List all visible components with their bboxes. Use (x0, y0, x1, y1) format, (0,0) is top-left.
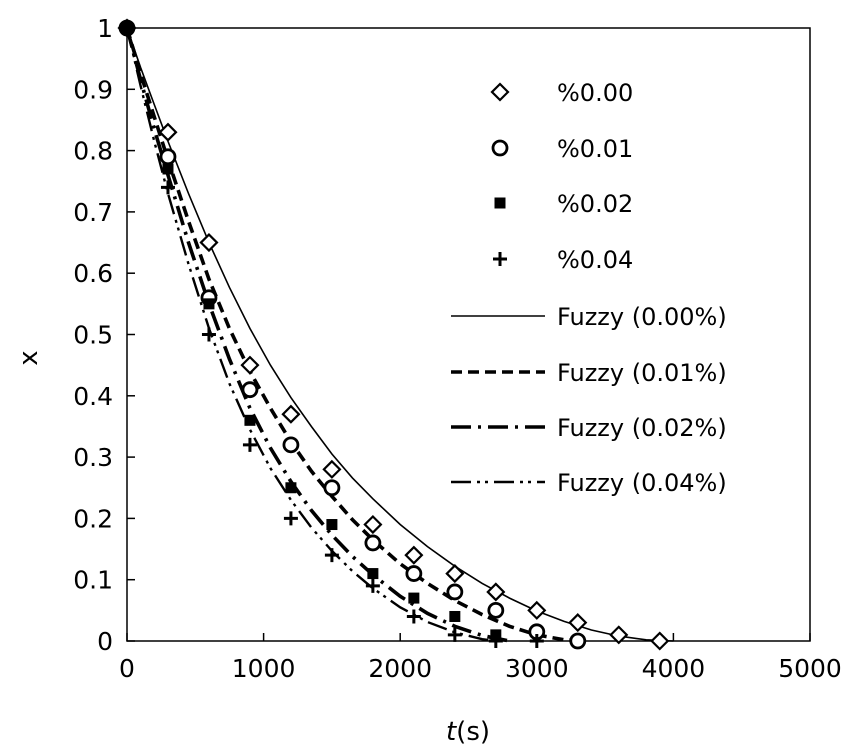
data-point-0 (568, 613, 588, 633)
fit-line-0 (126, 27, 674, 642)
data-point-3 (447, 627, 462, 642)
data-point-0 (322, 459, 342, 479)
fit-line-3 (125, 27, 496, 643)
legend-label-1: %0.01 (557, 135, 633, 163)
y-tick-label: 0.4 (73, 382, 113, 411)
data-point-3 (529, 634, 544, 648)
data-point-0 (158, 122, 178, 142)
data-point-3 (488, 634, 503, 648)
data-point-3 (406, 609, 421, 624)
legend-label-fit-2: Fuzzy (0.02%) (557, 414, 727, 442)
data-point-2 (449, 610, 461, 622)
data-point-0 (281, 404, 301, 424)
data-point-1 (487, 601, 505, 619)
data-point-2 (408, 592, 420, 604)
y-tick-label: 0.9 (73, 75, 113, 104)
data-point-1 (241, 381, 259, 399)
data-point-3 (201, 327, 216, 342)
data-point-1 (364, 534, 382, 552)
x-axis-label: t(s) (446, 717, 490, 747)
data-point-2 (367, 568, 379, 580)
data-point-2 (203, 298, 215, 310)
data-point-2 (326, 519, 338, 531)
data-point-1 (282, 436, 300, 454)
data-point-1 (569, 632, 587, 650)
y-tick-label: 0.7 (73, 198, 113, 227)
data-point-0 (486, 582, 506, 602)
y-tick-label: 0.1 (73, 566, 113, 595)
data-point-0 (404, 545, 424, 565)
plot-frame (126, 27, 811, 642)
data-point-0 (609, 625, 629, 645)
data-point-1 (159, 148, 177, 166)
data-point-1 (405, 565, 423, 582)
legend-label-fit-0: Fuzzy (0.00%) (557, 303, 727, 331)
legend-marker-1 (491, 139, 509, 157)
x-tick-label: 1000 (232, 654, 296, 683)
data-point-3 (120, 21, 134, 35)
x-axis-label-var: t (446, 717, 457, 747)
data-point-3 (242, 437, 257, 452)
y-tick-label: 1 (97, 14, 113, 43)
fit-line-1 (125, 27, 585, 643)
markers (117, 18, 670, 651)
data-point-0 (650, 631, 670, 651)
y-axis-label: x (14, 350, 44, 365)
y-tick-label: 0.2 (73, 504, 113, 533)
data-point-1 (323, 479, 341, 497)
fit-lines (125, 27, 674, 643)
x-tick-label: 3000 (505, 654, 569, 683)
data-point-0 (363, 514, 383, 535)
data-point-0 (199, 232, 219, 253)
data-point-3 (365, 578, 380, 593)
data-point-0 (240, 355, 260, 375)
x-tick-label: 2000 (368, 654, 432, 683)
y-tick-label: 0.3 (73, 443, 113, 472)
data-point-1 (446, 583, 464, 601)
y-tick-label: 0.5 (73, 321, 113, 350)
x-tick-label: 5000 (778, 654, 842, 683)
y-tick-label: 0.8 (73, 137, 113, 166)
data-point-3 (160, 180, 175, 195)
legend: %0.00 %0.01 %0.02 %0.04 Fuzzy (0.00%) Fuzzy (… (451, 79, 727, 497)
data-point-2 (285, 482, 297, 494)
legend-label-fit-1: Fuzzy (0.01%) (557, 359, 727, 387)
fit-line-2 (125, 27, 510, 643)
ticks: 0 1000 2000 3000 4000 5000 0 0.1 0.2 0.3 0.4 0.5 0.6… (73, 14, 842, 683)
legend-marker-3 (493, 252, 507, 266)
legend-marker-0 (490, 82, 510, 102)
legend-label-3: %0.04 (557, 246, 633, 274)
x-axis-label-unit: (s) (456, 717, 490, 747)
legend-marker-2 (494, 197, 506, 209)
x-tick-label: 4000 (642, 654, 706, 683)
data-point-3 (283, 511, 298, 526)
x-tick-label: 0 (119, 654, 135, 683)
legend-label-0: %0.00 (557, 79, 633, 107)
data-point-0 (527, 600, 547, 620)
legend-label-fit-3: Fuzzy (0.04%) (557, 469, 727, 497)
data-point-0 (445, 564, 465, 584)
y-tick-label: 0.6 (73, 259, 113, 288)
data-point-2 (162, 163, 174, 175)
data-point-2 (244, 414, 256, 426)
legend-label-2: %0.02 (557, 190, 633, 218)
y-tick-label: 0 (97, 627, 113, 656)
data-point-3 (324, 548, 339, 563)
